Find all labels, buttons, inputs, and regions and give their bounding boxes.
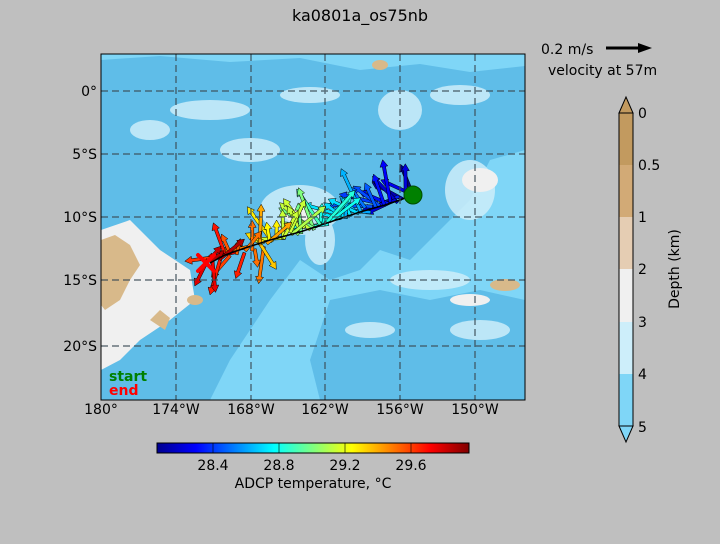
velocity-arrow	[278, 209, 288, 240]
start-marker	[403, 185, 423, 205]
lon-tick-label: 162°W	[301, 402, 349, 418]
velocity-arrow	[371, 173, 387, 207]
temperature-gradient	[156, 442, 470, 454]
velocity-arrow	[233, 251, 247, 280]
graticule	[101, 54, 525, 400]
lat-tick-label: 15°S	[63, 273, 97, 289]
velocity-arrow	[263, 221, 273, 242]
lon-tick-labels: 180° 174°W 168°W 162°W 156°W 150°W	[84, 402, 499, 418]
depth-band	[619, 113, 633, 165]
velocity-arrow	[211, 222, 227, 255]
lon-tick-label: 150°W	[451, 402, 499, 418]
depth-tick-label: 5	[638, 420, 647, 436]
map-panel	[101, 54, 525, 400]
depth-tick-label: 3	[638, 315, 647, 331]
lon-tick-label: 174°W	[152, 402, 200, 418]
velocity-key-value: 0.2 m/s	[541, 42, 593, 58]
velocity-arrow	[379, 159, 393, 203]
depth-colorbar-bottom-extend	[618, 425, 634, 444]
lon-tick-label: 180°	[84, 402, 118, 418]
temperature-tick-label: 29.2	[329, 458, 360, 474]
temperature-tick-label: 28.4	[197, 458, 228, 474]
cruise-track	[209, 194, 414, 264]
depth-colorbar: 0 0.5 1 2 3 4 5 Depth (km)	[618, 95, 683, 444]
depth-tick-label: 0	[638, 106, 647, 122]
temperature-colorbar-label: ADCP temperature, °C	[235, 476, 392, 492]
depth-colorbar-top-extend	[618, 95, 634, 114]
velocity-arrow	[325, 189, 356, 224]
lat-tick-label: 10°S	[63, 210, 97, 226]
map-frame	[100, 53, 526, 401]
depth-band	[619, 269, 633, 322]
lat-tick-label: 5°S	[72, 147, 97, 163]
lat-tick-label: 0°	[81, 84, 97, 100]
end-marker	[196, 253, 216, 273]
lat-tick-labels: 0° 5°S 10°S 15°S 20°S	[63, 84, 97, 355]
velocity-arrow	[252, 248, 261, 268]
depth-tick-label: 4	[638, 367, 647, 383]
depth-band	[619, 322, 633, 374]
depth-band	[619, 165, 633, 217]
depth-band	[619, 217, 633, 269]
temperature-colorbar: 28.4 28.8 29.2 29.6 ADCP temperature, °C	[156, 442, 470, 492]
legend-start: start	[109, 369, 147, 385]
depth-band	[619, 374, 633, 426]
velocity-key-depth: velocity at 57m	[548, 63, 657, 79]
depth-tick-label: 1	[638, 210, 647, 226]
depth-tick-label: 0.5	[638, 158, 660, 174]
lon-tick-label: 168°W	[227, 402, 275, 418]
deep-ocean-basin	[310, 290, 525, 400]
legend-end: end	[109, 383, 138, 399]
velocity-arrow	[289, 205, 327, 237]
depth-colorbar-label: Depth (km)	[667, 229, 683, 309]
land-islands	[101, 60, 520, 330]
velocity-key-arrow	[606, 43, 652, 53]
velocity-arrow	[363, 182, 378, 209]
plot-title: ka0801a_os75nb	[292, 6, 428, 26]
depth-tick-label: 2	[638, 262, 647, 278]
lon-tick-label: 156°W	[376, 402, 424, 418]
temperature-tick-label: 28.8	[263, 458, 294, 474]
temperature-tick-label: 29.6	[395, 458, 426, 474]
velocity-arrow	[257, 241, 277, 270]
lat-tick-label: 20°S	[63, 339, 97, 355]
